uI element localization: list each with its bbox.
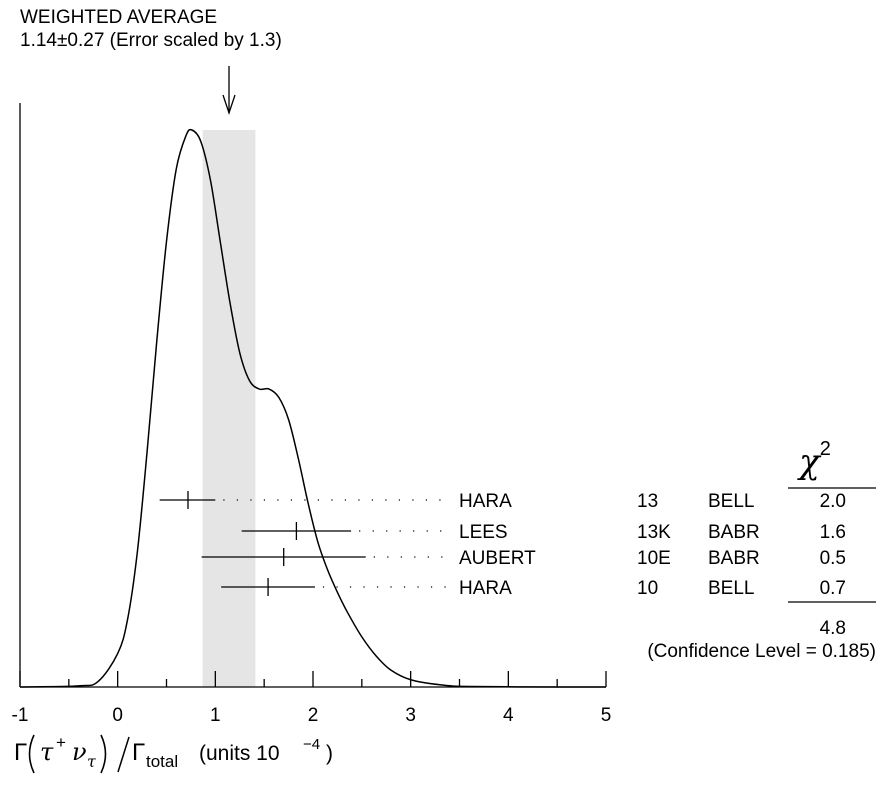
x-tick-label: 0 bbox=[112, 705, 123, 726]
svg-text:−4: −4 bbox=[303, 736, 320, 753]
x-tick-label: -1 bbox=[12, 705, 29, 726]
measurement-row: AUBERT 10E BABR 0.5 bbox=[201, 548, 846, 569]
measurement-layer: HARA 13 BELL 2.0 LEES 13K BABR 1.6 AUBERT 10E BABR… bbox=[159, 491, 846, 599]
x-axis-ticks: -1 0 1 2 3 4 5 bbox=[12, 671, 612, 726]
x-axis-label: Γ τ + ν τ Γ total (units 10 −4 ) bbox=[14, 733, 333, 774]
x-tick-label: 5 bbox=[601, 705, 612, 726]
chart-subtitle: 1.14±0.27 (Error scaled by 1.3) bbox=[20, 30, 282, 51]
measurement-experiment: BABR bbox=[708, 548, 760, 569]
measurement-chi2-value: 0.7 bbox=[820, 578, 846, 599]
svg-text:ν: ν bbox=[72, 738, 87, 766]
measurement-author: LEES bbox=[459, 522, 508, 543]
x-tick-label: 1 bbox=[210, 705, 221, 726]
svg-text:τ: τ bbox=[87, 752, 97, 771]
measurement-chi2-value: 2.0 bbox=[820, 491, 846, 512]
measurement-author: AUBERT bbox=[459, 548, 536, 569]
average-band bbox=[202, 130, 256, 687]
svg-text:(units 10: (units 10 bbox=[199, 742, 280, 765]
svg-text:τ: τ bbox=[40, 738, 54, 766]
measurement-author: HARA bbox=[459, 578, 512, 599]
measurement-row: HARA 13 BELL 2.0 bbox=[159, 491, 846, 512]
measurement-chi2-value: 1.6 bbox=[820, 522, 846, 543]
svg-text:total: total bbox=[146, 752, 178, 771]
svg-text:+: + bbox=[56, 733, 66, 752]
confidence-level: (Confidence Level = 0.185) bbox=[647, 641, 876, 662]
svg-text:): ) bbox=[326, 742, 333, 765]
measurement-row: LEES 13K BABR 1.6 bbox=[241, 522, 846, 543]
measurement-year: 13K bbox=[637, 522, 671, 543]
measurement-year: 13 bbox=[637, 491, 658, 512]
chi2-total: 4.8 bbox=[820, 618, 846, 639]
measurement-experiment: BELL bbox=[708, 491, 754, 512]
measurement-year: 10E bbox=[637, 548, 671, 569]
x-tick-label: 3 bbox=[405, 705, 416, 726]
x-tick-label: 4 bbox=[503, 705, 514, 726]
measurement-chi2-value: 0.5 bbox=[820, 548, 846, 569]
measurement-year: 10 bbox=[637, 578, 658, 599]
chi2-header: χ2 bbox=[797, 438, 831, 482]
measurement-experiment: BABR bbox=[708, 522, 760, 543]
svg-text:Γ: Γ bbox=[14, 739, 27, 766]
measurement-row: HARA 10 BELL 0.7 bbox=[221, 578, 846, 599]
average-arrow-head bbox=[222, 94, 236, 116]
svg-text:Γ: Γ bbox=[132, 739, 145, 766]
x-tick-label: 2 bbox=[308, 705, 319, 726]
measurement-experiment: BELL bbox=[708, 578, 754, 599]
chart-title: WEIGHTED AVERAGE bbox=[20, 7, 218, 28]
measurement-author: HARA bbox=[459, 491, 512, 512]
ideogram-curve bbox=[19, 128, 607, 688]
